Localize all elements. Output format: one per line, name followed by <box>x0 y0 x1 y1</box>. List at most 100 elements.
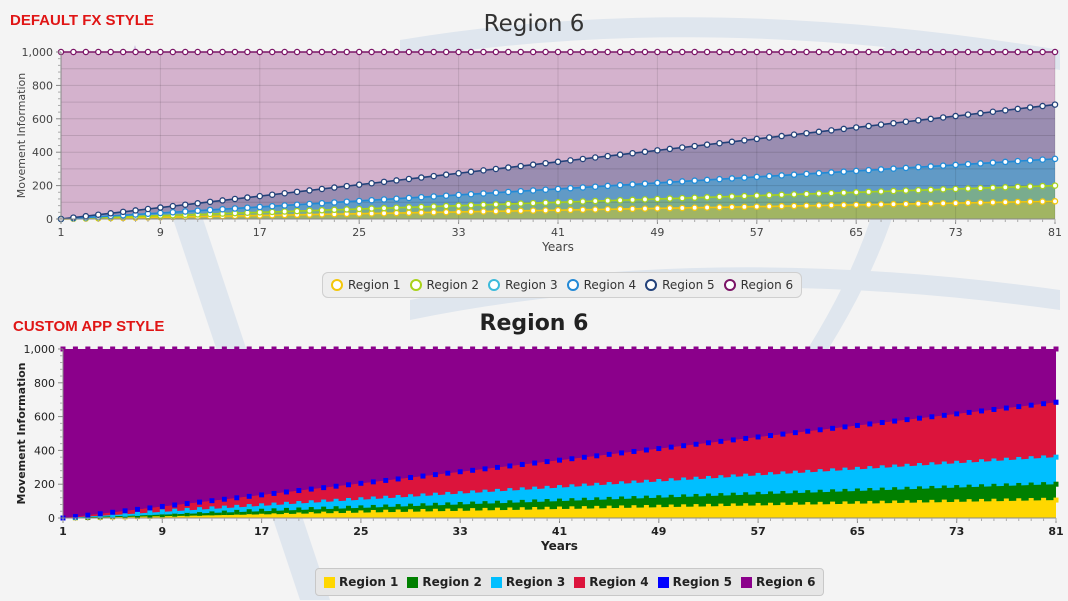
data-point <box>730 503 736 509</box>
data-point <box>966 459 972 465</box>
data-point <box>333 498 339 504</box>
data-point <box>828 189 835 197</box>
custom-style-panel: CUSTOM APP STYLE Region 6 0 200 400 600 800 1… <box>0 300 1068 601</box>
data-point <box>989 159 997 166</box>
data-point <box>234 504 240 510</box>
data-point <box>480 167 487 174</box>
data-point <box>817 427 823 433</box>
data-point <box>1051 101 1059 108</box>
data-point <box>1041 455 1047 461</box>
data-point <box>643 504 649 510</box>
data-point <box>765 191 773 199</box>
data-point <box>542 207 549 214</box>
data-point <box>1026 104 1034 111</box>
data-point <box>244 48 251 56</box>
data-point <box>169 208 177 216</box>
chart-title: Region 6 <box>483 11 585 37</box>
x-tick-label: 49 <box>650 226 664 239</box>
data-point <box>554 199 562 206</box>
x-tick-label: 17 <box>254 525 269 538</box>
data-point <box>445 502 451 508</box>
legend-label: Region 3 <box>505 575 566 589</box>
legend-item-region-5[interactable]: Region 5 <box>645 278 715 292</box>
data-point <box>693 504 699 510</box>
data-point <box>542 159 549 167</box>
data-point <box>877 48 885 56</box>
legend-item-region-6[interactable]: Region 6 <box>723 278 793 292</box>
data-point <box>915 117 922 124</box>
data-point <box>879 419 885 425</box>
data-point <box>778 132 785 140</box>
data-point <box>927 48 935 56</box>
data-point <box>147 510 153 516</box>
data-point <box>852 48 860 56</box>
data-point <box>877 166 885 173</box>
data-point <box>231 195 239 203</box>
data-point <box>306 187 313 194</box>
data-point <box>420 346 426 352</box>
legend-item-region-2[interactable]: Region 2 <box>409 278 479 292</box>
data-point <box>668 478 674 484</box>
data-point <box>358 505 364 511</box>
data-point <box>1053 399 1059 405</box>
data-point <box>70 48 77 56</box>
data-point <box>780 491 786 496</box>
y-axis-label: Movement Information <box>15 363 28 505</box>
data-point <box>321 499 327 505</box>
data-point <box>420 493 426 499</box>
data-point <box>991 406 997 412</box>
data-point <box>656 346 662 352</box>
data-point <box>395 494 401 500</box>
data-point <box>606 451 612 457</box>
legend-item-region-4[interactable]: Region 4 <box>574 575 649 589</box>
data-point <box>557 457 562 463</box>
x-tick-label: 17 <box>253 226 267 239</box>
data-point <box>703 48 711 56</box>
legend-item-region-1[interactable]: Region 1 <box>331 278 401 292</box>
x-tick-label: 49 <box>651 525 666 538</box>
legend-item-region-1[interactable]: Region 1 <box>324 575 398 589</box>
data-point <box>840 201 848 209</box>
data-point <box>619 481 625 487</box>
x-tick-label: 1 <box>58 226 65 239</box>
data-point <box>358 480 364 486</box>
data-point <box>730 346 736 352</box>
x-tick-label: 65 <box>850 525 865 538</box>
data-point <box>517 48 524 56</box>
data-point <box>619 346 625 352</box>
data-point <box>432 508 438 514</box>
data-point <box>604 206 611 213</box>
data-point <box>927 200 935 207</box>
legend-item-region-3[interactable]: Region 3 <box>490 575 566 589</box>
x-tick-label: 1 <box>59 525 67 538</box>
data-point <box>877 201 885 208</box>
legend-item-region-2[interactable]: Region 2 <box>407 575 482 589</box>
data-point <box>492 208 500 215</box>
chart-legend: Region 1 Region 2 Region 3 Region 4 Regi… <box>315 568 825 596</box>
data-point <box>197 507 203 513</box>
data-point <box>629 149 636 157</box>
legend-item-region-3[interactable]: Region 3 <box>488 278 558 292</box>
y-tick-label: 400 <box>34 444 55 457</box>
data-point <box>641 148 649 156</box>
legend-item-region-4[interactable]: Region 4 <box>566 278 636 292</box>
data-point <box>768 491 774 497</box>
data-point <box>904 346 910 352</box>
data-point <box>529 207 537 214</box>
data-point <box>792 470 798 476</box>
data-point <box>952 48 959 56</box>
data-point <box>283 511 289 517</box>
data-point <box>892 418 898 424</box>
legend-label: Region 6 <box>756 575 816 589</box>
data-point <box>345 346 351 352</box>
data-point <box>355 48 363 56</box>
x-tick-label: 81 <box>1048 226 1062 239</box>
data-point <box>370 346 376 352</box>
legend-item-region-6[interactable]: Region 6 <box>741 575 815 589</box>
data-point <box>259 346 265 352</box>
legend-item-region-5[interactable]: Region 5 <box>657 575 732 589</box>
data-point <box>244 204 251 211</box>
data-point <box>532 506 538 512</box>
data-point <box>467 168 475 176</box>
data-point <box>519 461 525 467</box>
